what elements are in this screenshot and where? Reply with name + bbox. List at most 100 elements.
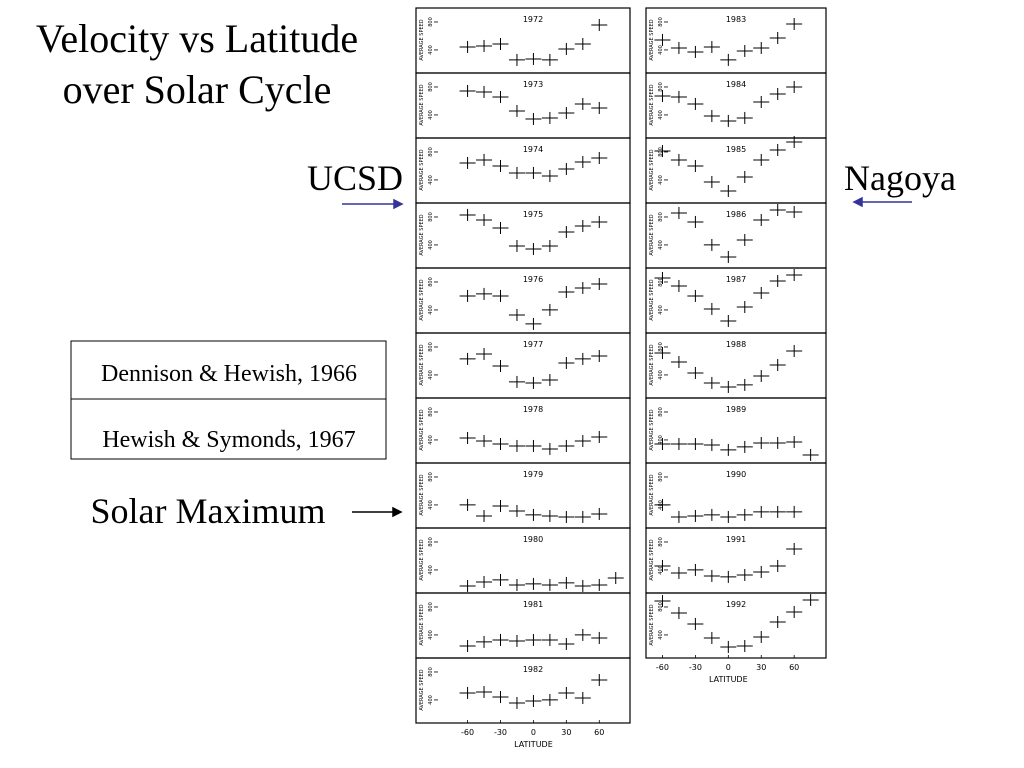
reference-table: Dennison & Hewish, 1966 Hewish & Symonds… bbox=[70, 340, 387, 460]
data-point bbox=[476, 153, 493, 166]
panel: 1975 AVERAGE SPEED 400 800 bbox=[415, 202, 631, 269]
data-point bbox=[525, 317, 542, 330]
data-point bbox=[476, 635, 493, 648]
data-point bbox=[786, 435, 803, 448]
data-point bbox=[508, 53, 525, 66]
data-point bbox=[703, 376, 720, 389]
reference: Hewish & Symonds, 1967 bbox=[102, 427, 355, 453]
y-tick-label: 400 bbox=[428, 45, 434, 55]
data-point bbox=[769, 505, 786, 518]
data-point bbox=[591, 431, 608, 443]
data-point bbox=[574, 352, 591, 365]
y-axis-label: AVERAGE SPEED bbox=[649, 409, 655, 450]
y-tick-label: 800 bbox=[428, 147, 434, 157]
panel-title: 1975 bbox=[523, 210, 543, 219]
data-point bbox=[492, 691, 509, 703]
data-point bbox=[492, 573, 509, 586]
y-tick-label: 800 bbox=[428, 82, 434, 92]
data-point bbox=[574, 281, 591, 294]
y-axis-label: AVERAGE SPEED bbox=[419, 19, 425, 60]
data-point bbox=[508, 308, 525, 321]
y-axis-label: AVERAGE SPEED bbox=[419, 149, 425, 190]
panel-title: 1988 bbox=[726, 340, 746, 349]
data-point bbox=[753, 96, 770, 109]
data-point bbox=[574, 219, 591, 232]
y-tick-label: 800 bbox=[658, 277, 664, 287]
data-point bbox=[459, 156, 476, 169]
data-point bbox=[541, 693, 558, 706]
y-tick-label: 800 bbox=[428, 277, 434, 287]
data-point bbox=[558, 42, 575, 55]
data-point bbox=[753, 436, 770, 449]
data-point bbox=[574, 97, 591, 110]
y-tick-label: 800 bbox=[658, 82, 664, 92]
data-point bbox=[687, 437, 704, 450]
data-point bbox=[720, 640, 737, 653]
data-point bbox=[687, 45, 704, 58]
data-point bbox=[769, 616, 786, 629]
data-point bbox=[525, 577, 542, 590]
data-point bbox=[753, 565, 770, 578]
data-point bbox=[786, 135, 803, 148]
data-point bbox=[591, 507, 608, 520]
panel-title: 1983 bbox=[726, 15, 746, 24]
x-tick-label: 0 bbox=[531, 728, 536, 737]
data-point bbox=[541, 578, 558, 591]
data-point bbox=[687, 617, 704, 630]
x-tick-label: 0 bbox=[726, 663, 731, 672]
data-point bbox=[476, 213, 493, 226]
data-point bbox=[786, 605, 803, 618]
panel-frame bbox=[415, 657, 631, 724]
data-point bbox=[703, 41, 720, 53]
data-point bbox=[769, 87, 786, 100]
y-axis-label: AVERAGE SPEED bbox=[649, 149, 655, 190]
data-point bbox=[459, 639, 476, 652]
data-point bbox=[459, 686, 476, 699]
data-point bbox=[508, 634, 525, 647]
data-point bbox=[670, 90, 687, 103]
data-point bbox=[508, 239, 525, 252]
x-tick-label: -60 bbox=[656, 663, 669, 672]
data-point bbox=[769, 31, 786, 44]
data-point bbox=[786, 542, 803, 555]
y-tick-label: 800 bbox=[658, 407, 664, 417]
data-point bbox=[736, 44, 753, 57]
y-tick-label: 800 bbox=[428, 667, 434, 677]
y-tick-label: 400 bbox=[428, 435, 434, 445]
data-point bbox=[786, 268, 803, 281]
data-point bbox=[541, 303, 558, 316]
data-point bbox=[654, 145, 671, 157]
data-point bbox=[703, 508, 720, 521]
panel-frame bbox=[645, 592, 827, 659]
data-point bbox=[558, 106, 575, 119]
arrow bbox=[342, 196, 912, 210]
panel-title: 1992 bbox=[726, 600, 746, 609]
data-point bbox=[558, 576, 575, 589]
x-tick-label: -60 bbox=[461, 728, 474, 737]
data-point bbox=[591, 101, 608, 114]
data-point bbox=[476, 287, 493, 300]
data-point bbox=[459, 579, 476, 592]
data-point bbox=[558, 162, 575, 175]
x-tick-label: 60 bbox=[789, 663, 799, 672]
data-point bbox=[670, 510, 687, 523]
y-axis-label: AVERAGE SPEED bbox=[419, 539, 425, 580]
data-point bbox=[525, 166, 542, 179]
data-point bbox=[459, 352, 476, 365]
y-axis-label: AVERAGE SPEED bbox=[649, 214, 655, 255]
data-point bbox=[654, 89, 671, 102]
data-point bbox=[786, 505, 803, 518]
data-point bbox=[508, 166, 525, 179]
data-point bbox=[574, 434, 591, 447]
data-point bbox=[525, 242, 542, 255]
data-point bbox=[574, 155, 591, 168]
data-point bbox=[558, 510, 575, 523]
y-axis-label: AVERAGE SPEED bbox=[649, 279, 655, 320]
y-tick-label: 400 bbox=[428, 110, 434, 120]
data-point bbox=[720, 380, 737, 393]
data-point bbox=[687, 509, 704, 522]
data-point bbox=[769, 203, 786, 216]
x-tick-label: 30 bbox=[561, 728, 571, 737]
data-point bbox=[558, 637, 575, 650]
